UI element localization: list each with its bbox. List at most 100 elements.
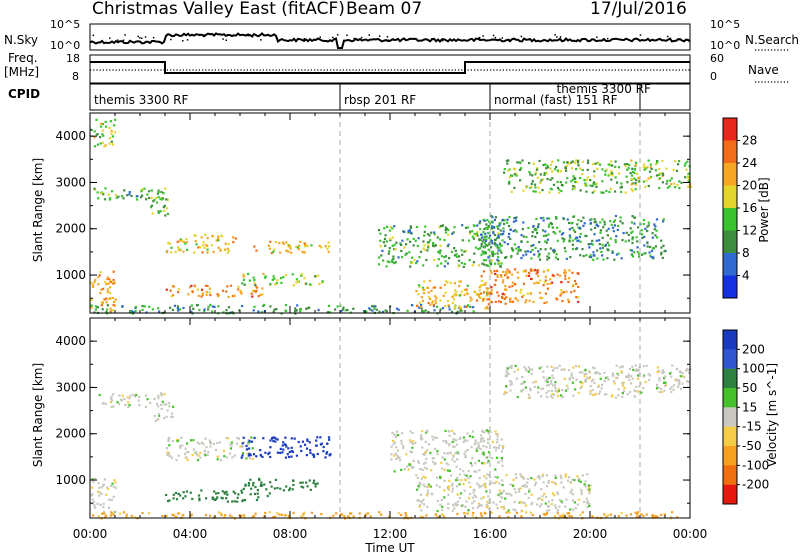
velocity-data-cell	[419, 499, 422, 503]
nsearch-series-dot	[386, 36, 389, 38]
velocity-data-cell	[199, 456, 202, 459]
power-data-cell	[534, 190, 537, 193]
power-data-cell	[187, 293, 190, 296]
power-data-cell	[520, 240, 523, 243]
power-data-cell	[558, 230, 561, 233]
velocity-data-cell	[414, 441, 417, 444]
velocity-data-cell	[513, 370, 516, 373]
velocity-data-cell	[192, 439, 195, 442]
power-data-cell	[620, 185, 623, 188]
power-data-cell	[146, 193, 149, 196]
power-data-cell	[641, 253, 644, 256]
power-data-cell	[529, 292, 532, 295]
power-data-cell	[648, 251, 651, 254]
power-data-cell	[193, 285, 197, 288]
x-tick-1: 04:00	[173, 527, 208, 541]
power-data-cell	[571, 247, 575, 251]
velocity-data-cell	[436, 510, 439, 513]
velocity-data-cell	[556, 493, 560, 496]
velocity-data-cell	[171, 412, 174, 415]
power-data-cell	[600, 191, 603, 194]
velocity-data-cell	[299, 445, 302, 448]
velocity-data-cell	[128, 397, 131, 400]
velocity-data-cell	[478, 486, 481, 489]
power-data-cell	[630, 221, 633, 224]
velocity-data-cell	[556, 366, 559, 370]
velocity-data-cell	[112, 485, 115, 488]
power-data-cell	[593, 190, 596, 193]
power-data-cell	[273, 277, 276, 280]
power-data-cell	[587, 159, 590, 162]
power-data-cell	[232, 236, 235, 239]
power-data-cell	[505, 159, 508, 162]
power-data-cell	[447, 305, 451, 308]
velocity-data-cell	[429, 485, 432, 488]
power-data-cell	[563, 238, 566, 241]
velocity-data-cell	[448, 430, 451, 433]
power-data-cell	[451, 301, 454, 305]
velocity-data-cell	[570, 488, 574, 491]
power-data-cell	[443, 239, 446, 242]
velocity-data-cell	[540, 488, 543, 491]
power-data-cell	[99, 142, 102, 145]
power-data-cell	[551, 226, 554, 229]
power-data-cell	[599, 221, 602, 224]
velocity-data-cell	[316, 482, 319, 485]
velocity-data-cell	[495, 456, 499, 459]
velocity-data-cell	[287, 447, 290, 450]
power-data-cell	[516, 161, 519, 164]
velocity-data-cell	[292, 511, 295, 515]
nsearch-series-dot	[494, 36, 497, 39]
power-data-cell	[532, 244, 535, 247]
power-data-cell	[594, 183, 597, 186]
velocity-data-cell	[229, 514, 232, 517]
power-data-cell	[445, 280, 448, 283]
power-data-cell	[105, 301, 108, 304]
velocity-colorbar-swatch	[723, 484, 737, 505]
power-data-cell	[153, 198, 156, 202]
power-data-cell	[478, 295, 481, 298]
power-data-cell	[163, 209, 166, 212]
power-data-cell	[484, 282, 487, 285]
power-data-cell	[476, 234, 479, 237]
power-data-cell	[480, 275, 483, 278]
velocity-data-cell	[268, 511, 271, 514]
velocity-data-cell	[236, 500, 239, 503]
power-data-cell	[284, 304, 288, 307]
velocity-data-cell	[301, 440, 304, 443]
velocity-data-cell	[512, 508, 515, 511]
power-data-cell	[452, 298, 456, 301]
velocity-data-cell	[216, 442, 219, 445]
velocity-data-cell	[291, 450, 294, 453]
power-data-cell	[368, 307, 371, 310]
velocity-data-cell	[440, 461, 443, 464]
velocity-data-cell	[420, 436, 423, 439]
power-data-cell	[577, 219, 580, 222]
power-data-cell	[591, 239, 594, 242]
velocity-data-cell	[580, 490, 583, 493]
power-data-cell	[482, 263, 486, 266]
velocity-data-cell	[424, 466, 427, 469]
power-data-cell	[141, 188, 144, 191]
power-data-cell	[550, 223, 554, 226]
velocity-data-cell	[144, 405, 148, 409]
power-data-cell	[630, 183, 633, 186]
velocity-data-cell	[101, 512, 104, 515]
power-data-cell	[549, 163, 553, 166]
velocity-data-cell	[531, 368, 534, 371]
power-data-cell	[630, 178, 633, 181]
velocity-data-cell	[268, 492, 271, 495]
velocity-data-cell	[536, 476, 539, 479]
power-data-cell	[495, 244, 498, 247]
power-data-cell	[114, 194, 117, 197]
power-data-cell	[489, 300, 492, 303]
power-data-cell	[112, 303, 115, 307]
velocity-data-cell	[392, 443, 395, 446]
velocity-data-cell	[480, 434, 483, 437]
power-data-cell	[490, 263, 493, 266]
velocity-data-cell	[480, 440, 483, 443]
power-data-cell	[282, 242, 285, 245]
power-colorbar-swatch	[723, 163, 737, 186]
power-data-cell	[108, 142, 111, 145]
power-data-cell	[93, 130, 96, 133]
